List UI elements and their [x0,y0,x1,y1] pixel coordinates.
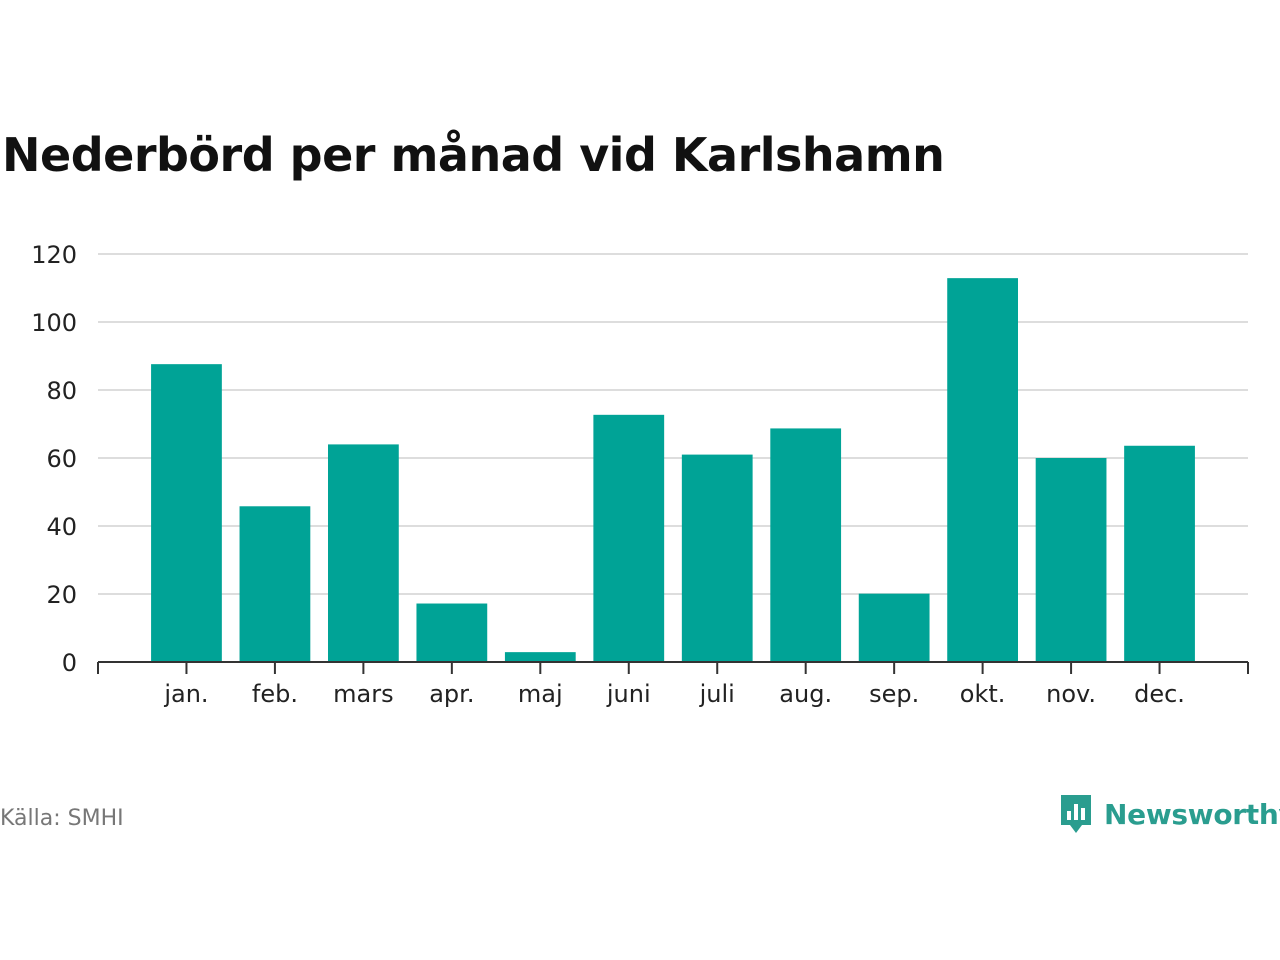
x-tick-label: sep. [869,680,919,708]
source-note: Källa: SMHI [0,806,124,831]
bar-okt [947,278,1018,662]
bars [151,278,1195,662]
y-tick-label: 80 [46,377,77,405]
bar-maj [504,652,576,662]
y-tick-label: 0 [62,649,77,677]
y-tick-label: 40 [46,513,77,541]
x-tick-label: jan. [163,680,208,708]
brand-name: Newsworthy [1104,797,1280,831]
y-tick-label: 20 [46,581,77,609]
y-tick-label: 60 [46,445,77,473]
bar-juli [681,454,753,662]
bar-jan [151,364,222,662]
x-tick-label: okt. [960,680,1006,708]
x-tick-label: feb. [252,680,298,708]
bar-mars [328,444,399,662]
x-axis [97,661,1249,674]
x-tick-label: dec. [1134,680,1185,708]
x-tick-label: apr. [429,680,474,708]
bar-apr [416,603,488,662]
bar-sep [858,593,930,662]
x-tick-label: juli [699,680,735,708]
x-tick-label: mars [333,680,393,708]
y-axis-labels: 0 20 40 60 80 100 120 [31,241,77,677]
brand-logo: Newsworthy [1058,792,1280,836]
chart-title: Nederbörd per månad vid Karlshamn [2,128,945,182]
bar-nov [1035,458,1107,662]
x-tick-label: nov. [1046,680,1096,708]
y-tick-label: 100 [31,309,77,337]
x-tick-label: juni [606,680,651,708]
bar-juni [593,414,665,662]
bar-feb [239,506,311,662]
x-tick-label: maj [518,680,563,708]
newsworthy-logo-icon [1061,795,1091,833]
x-axis-labels: jan. feb. mars apr. maj juni juli aug. sep. okt. n… [163,680,1185,708]
y-tick-label: 120 [31,241,77,269]
x-tick-label: aug. [779,680,832,708]
bar-dec [1124,445,1195,662]
bar-aug [770,428,842,662]
